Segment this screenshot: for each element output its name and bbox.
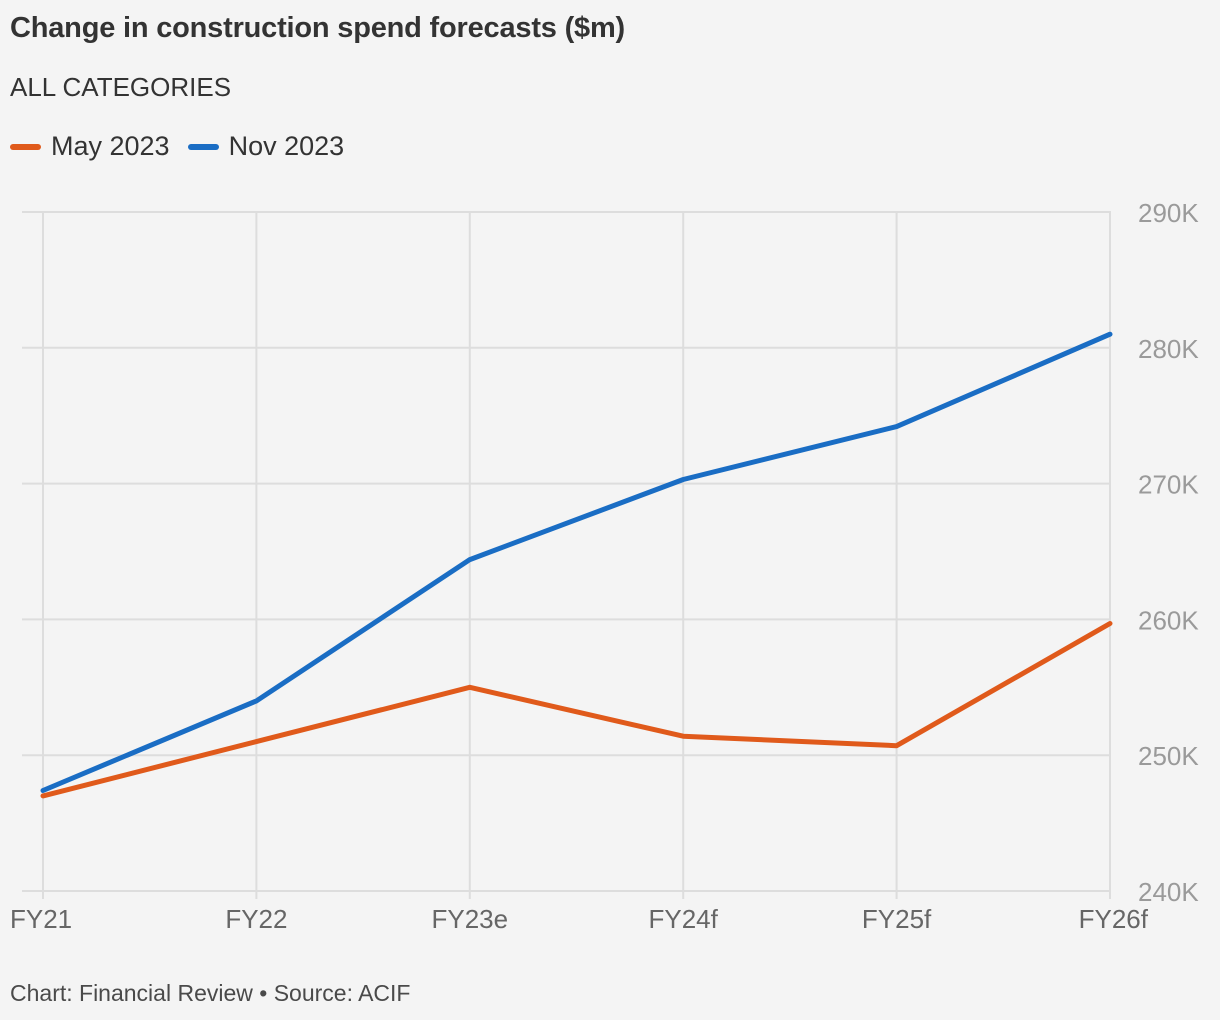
y-axis-ticks: 240K 250K 260K 270K 280K 290K: [1138, 198, 1199, 907]
legend-item-nov-2023: Nov 2023: [187, 131, 345, 162]
y-tick-label: 250K: [1138, 741, 1199, 771]
series-layer: [40, 331, 1113, 799]
chart-legend: May 2023 Nov 2023: [10, 131, 362, 162]
chart-source-footer: Chart: Financial Review • Source: ACIF: [10, 980, 411, 1006]
x-tick-label: FY24f: [649, 904, 719, 934]
x-tick-label: FY23e: [431, 904, 508, 934]
legend-swatch-may-2023: [10, 143, 41, 150]
grid-layer: [22, 211, 1111, 899]
legend-swatch-nov-2023: [187, 143, 219, 150]
y-tick-label: 260K: [1138, 605, 1199, 635]
x-tick-label: FY26f: [1079, 904, 1149, 934]
legend-label-may-2023: May 2023: [51, 131, 170, 161]
x-tick-label: FY21: [10, 904, 72, 934]
legend-item-may-2023: May 2023: [10, 131, 170, 162]
series-line-nov-2023: [40, 331, 1113, 793]
y-tick-label: 240K: [1138, 877, 1199, 907]
x-tick-label: FY25f: [862, 904, 932, 934]
x-tick-label: FY22: [225, 904, 287, 934]
series-line-may-2023: [40, 621, 1113, 799]
legend-label-nov-2023: Nov 2023: [228, 131, 345, 161]
y-tick-label: 280K: [1138, 334, 1199, 364]
x-axis-ticks: FY21 FY22 FY23e FY24f FY25f FY26f: [10, 904, 1149, 934]
y-tick-label: 270K: [1138, 470, 1199, 500]
y-tick-label: 290K: [1138, 198, 1199, 228]
chart-title: Change in construction spend forecasts (…: [10, 12, 625, 44]
chart-subtitle: ALL CATEGORIES: [10, 72, 232, 102]
